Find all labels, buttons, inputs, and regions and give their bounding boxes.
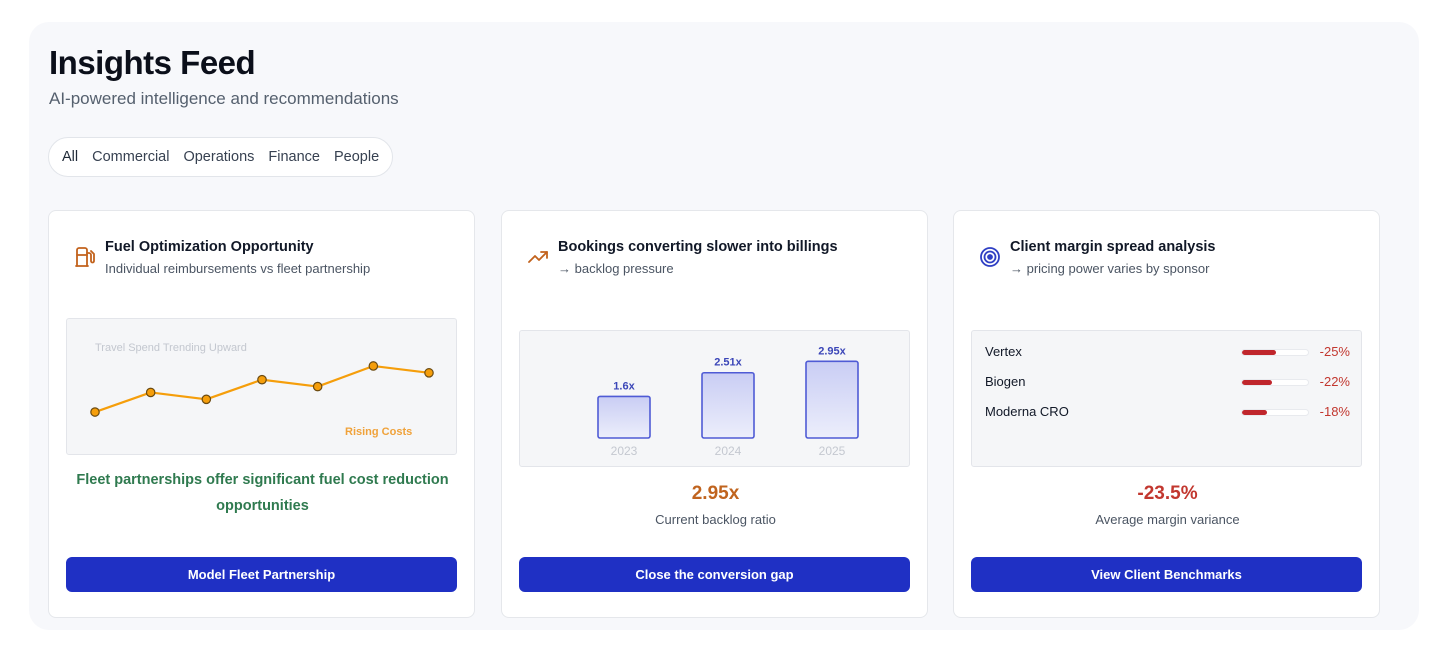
variance-bar-fill bbox=[1242, 350, 1277, 355]
data-point bbox=[312, 381, 323, 392]
filter-tabs: All Commercial Operations Finance People bbox=[48, 137, 394, 177]
variance-bar-track bbox=[1241, 349, 1309, 356]
bar-chart-svg: 1.6x 2023 2.51x 2024 2.95x 2025 bbox=[597, 345, 859, 458]
backlog-ratio-value: 2.95x bbox=[691, 483, 740, 504]
average-margin-label: Average margin variance bbox=[1095, 512, 1240, 527]
client-name: Vertex bbox=[985, 344, 1022, 359]
page-subtitle: AI-powered intelligence and recommendati… bbox=[49, 89, 399, 108]
tab-commercial[interactable]: Commercial bbox=[92, 149, 170, 165]
line-chart-svg bbox=[90, 361, 434, 417]
close-conversion-gap-button[interactable]: Close the conversion gap bbox=[519, 557, 910, 592]
card-subtitle: Individual reimbursements vs fleet partn… bbox=[105, 261, 371, 276]
tab-finance[interactable]: Finance bbox=[268, 149, 320, 165]
margin-row-biogen: Biogen -22% bbox=[985, 372, 1350, 392]
data-point bbox=[257, 374, 267, 385]
bar-value-label: 2.95x bbox=[818, 345, 846, 357]
data-point bbox=[145, 387, 156, 398]
client-name: Moderna CRO bbox=[985, 404, 1069, 419]
trending-up-icon bbox=[528, 251, 548, 263]
bar-value-label: 2.51x bbox=[714, 357, 742, 369]
average-margin-value: -23.5% bbox=[1137, 483, 1198, 504]
x-tick-label: 2025 bbox=[819, 444, 846, 458]
margin-row-moderna: Moderna CRO -18% bbox=[985, 402, 1350, 422]
card-subtitle: → pricing power varies by sponsor bbox=[1010, 261, 1210, 276]
variance-bar-track bbox=[1241, 409, 1309, 416]
x-tick-label: 2024 bbox=[715, 444, 742, 458]
page-title: Insights Feed bbox=[49, 44, 256, 81]
model-fleet-partnership-button[interactable]: Model Fleet Partnership bbox=[66, 557, 457, 592]
x-tick-label: 2023 bbox=[611, 444, 638, 458]
target-icon bbox=[980, 247, 1000, 267]
insight-card-fuel: Fuel Optimization Opportunity Individual… bbox=[48, 210, 475, 618]
backlog-ratio-label: Current backlog ratio bbox=[655, 512, 776, 527]
margin-list: Vertex -25% Biogen -22% Moderna CRO -18% bbox=[971, 330, 1362, 467]
bar bbox=[701, 371, 755, 439]
variance-bar-fill bbox=[1242, 380, 1273, 385]
variance-bar-fill bbox=[1242, 410, 1268, 415]
margin-row-vertex: Vertex -25% bbox=[985, 342, 1350, 362]
data-point bbox=[90, 407, 100, 417]
chart-annotation: Rising Costs bbox=[345, 426, 413, 438]
tab-people[interactable]: People bbox=[334, 149, 380, 165]
series-line bbox=[94, 364, 430, 414]
client-name: Biogen bbox=[985, 374, 1026, 389]
variance-value: -22% bbox=[1319, 374, 1350, 389]
card-title: Fuel Optimization Opportunity bbox=[105, 239, 314, 255]
tab-all[interactable]: All bbox=[62, 149, 79, 165]
insight-card-bookings: Bookings converting slower into billings… bbox=[501, 210, 928, 618]
bar-chart: 1.6x 2023 2.51x 2024 2.95x 2025 bbox=[519, 330, 910, 467]
insights-panel: Insights Feed AI-powered intelligence an… bbox=[29, 22, 1419, 630]
line-chart: Travel Spend Trending Upward Rising Cost… bbox=[66, 318, 457, 455]
card-title: Bookings converting slower into billings bbox=[558, 239, 838, 255]
bar-value-label: 1.6x bbox=[613, 380, 635, 392]
view-client-benchmarks-button[interactable]: View Client Benchmarks bbox=[971, 557, 1362, 592]
bar bbox=[597, 395, 651, 439]
card-subtitle: → backlog pressure bbox=[558, 261, 674, 276]
variance-value: -25% bbox=[1319, 344, 1350, 359]
variance-value: -18% bbox=[1319, 404, 1350, 419]
bar bbox=[805, 360, 859, 439]
data-point bbox=[368, 361, 379, 371]
card-title: Client margin spread analysis bbox=[1010, 239, 1216, 255]
data-point bbox=[424, 368, 434, 378]
tab-operations[interactable]: Operations bbox=[183, 149, 255, 165]
variance-bar-track bbox=[1241, 379, 1309, 386]
fuel-pump-icon bbox=[75, 247, 95, 267]
insight-card-margin: Client margin spread analysis → pricing … bbox=[953, 210, 1380, 618]
insight-text: Fleet partnerships offer significant fue… bbox=[76, 472, 449, 514]
chart-title: Travel Spend Trending Upward bbox=[95, 342, 247, 354]
data-point bbox=[201, 394, 212, 405]
